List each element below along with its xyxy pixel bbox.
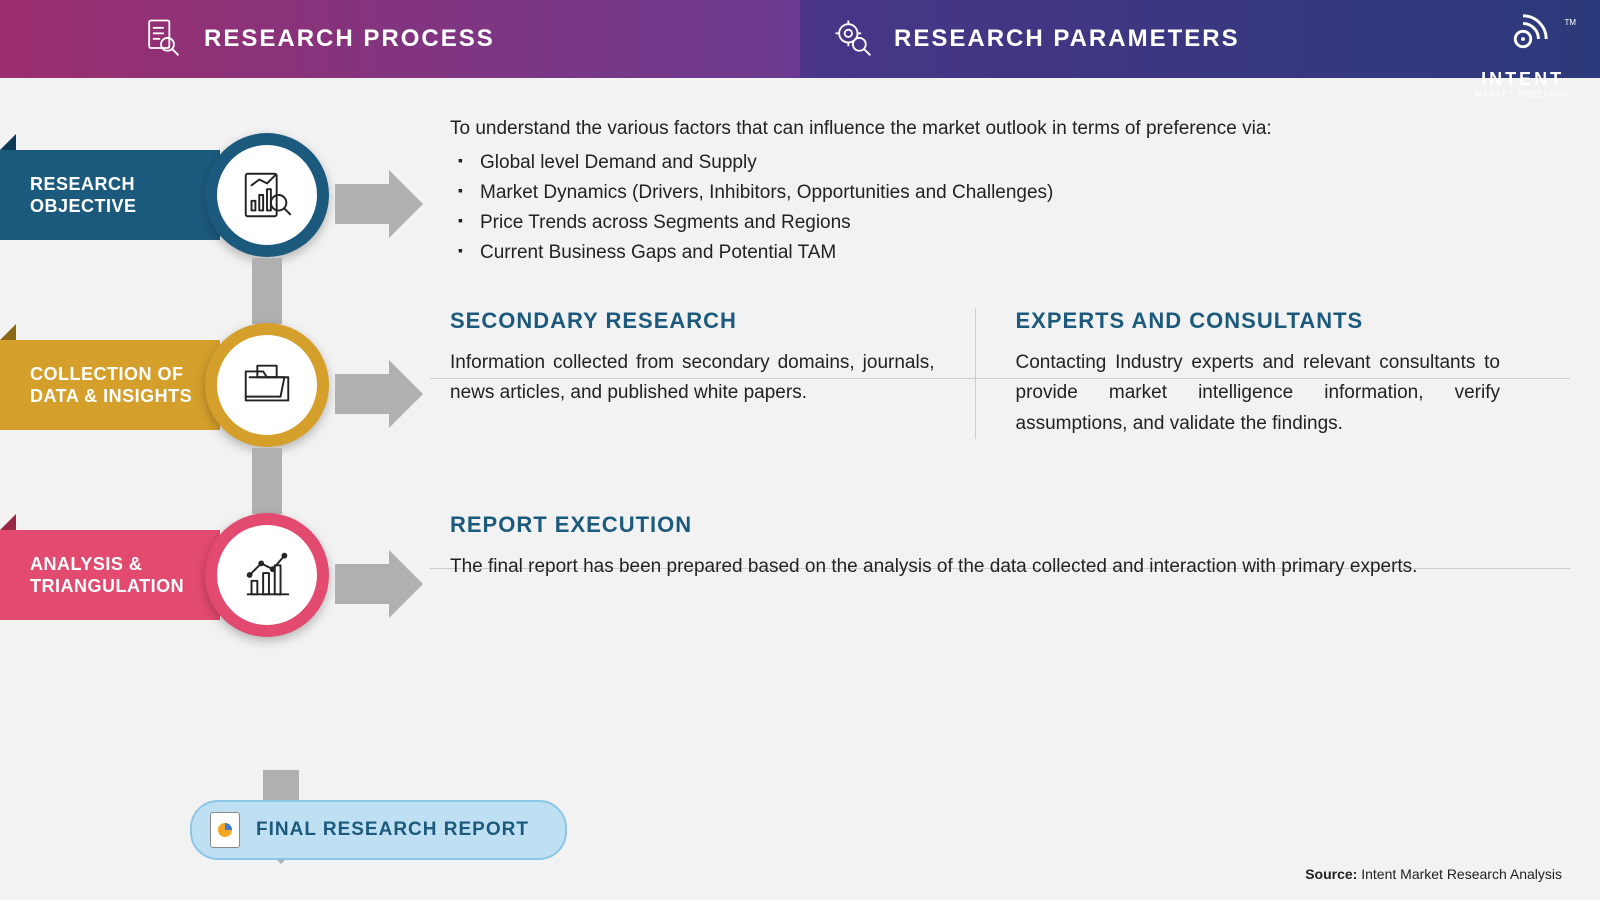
- step-row-2: COLLECTION OF DATA & INSIGHTS SECONDARY …: [0, 298, 1600, 488]
- step1-circle: [205, 133, 329, 257]
- flag-fold-icon: [0, 514, 16, 530]
- list-item: Global level Demand and Supply: [480, 152, 1540, 174]
- step-row-3: ANALYSIS & TRIANGULATION REPORT EXECUTIO…: [0, 488, 1600, 698]
- col2-title: EXPERTS AND CONSULTANTS: [1016, 308, 1501, 334]
- step-row-1: RESEARCH OBJECTIVE To understand the var…: [0, 108, 1600, 298]
- flag-fold-icon: [0, 134, 16, 150]
- gear-search-icon: [830, 15, 874, 64]
- col1-title: SECONDARY RESEARCH: [450, 308, 935, 334]
- step1-label: RESEARCH OBJECTIVE: [30, 173, 220, 218]
- step3-circle: [205, 513, 329, 637]
- final-report-label: FINAL RESEARCH REPORT: [256, 819, 529, 841]
- folder-icon: [217, 335, 317, 435]
- flag-fold-icon: [0, 324, 16, 340]
- step3-label: ANALYSIS & TRIANGULATION: [30, 553, 220, 598]
- step1-content: To understand the various factors that c…: [450, 118, 1540, 272]
- header-left: RESEARCH PROCESS: [0, 0, 800, 78]
- step3-body: The final report has been prepared based…: [450, 552, 1540, 582]
- arrow-right-icon: [335, 550, 423, 618]
- col-experts: EXPERTS AND CONSULTANTS Contacting Indus…: [975, 308, 1541, 439]
- source-citation: Source: Intent Market Research Analysis: [1305, 866, 1562, 882]
- source-label: Source:: [1305, 866, 1357, 882]
- col-secondary: SECONDARY RESEARCH Information collected…: [450, 308, 975, 439]
- col2-body: Contacting Industry experts and relevant…: [1016, 348, 1501, 439]
- chart-icon: [217, 525, 317, 625]
- step3-content: REPORT EXECUTION The final report has be…: [450, 512, 1540, 582]
- list-item: Market Dynamics (Drivers, Inhibitors, Op…: [480, 182, 1540, 204]
- step1-bullets: Global level Demand and Supply Market Dy…: [450, 152, 1540, 264]
- trademark-symbol: TM: [1564, 18, 1576, 27]
- list-item: Current Business Gaps and Potential TAM: [480, 242, 1540, 264]
- header-right: RESEARCH PARAMETERS INTENT MARKET RESEAR…: [800, 0, 1600, 78]
- header-title-right: RESEARCH PARAMETERS: [894, 25, 1240, 53]
- list-item: Price Trends across Segments and Regions: [480, 212, 1540, 234]
- step2-label: COLLECTION OF DATA & INSIGHTS: [30, 363, 220, 408]
- step3-title: REPORT EXECUTION: [450, 512, 1540, 538]
- step2-circle: [205, 323, 329, 447]
- arrow-right-icon: [335, 360, 423, 428]
- header-bar: RESEARCH PROCESS RESEARCH PARAMETERS INT…: [0, 0, 1600, 78]
- step2-content: SECONDARY RESEARCH Information collected…: [450, 308, 1540, 439]
- header-title-left: RESEARCH PROCESS: [204, 25, 495, 53]
- arrow-right-icon: [335, 170, 423, 238]
- source-value: Intent Market Research Analysis: [1357, 866, 1562, 882]
- col1-body: Information collected from secondary dom…: [450, 348, 935, 409]
- final-report-pill: FINAL RESEARCH REPORT: [190, 800, 567, 860]
- analysis-doc-icon: [217, 145, 317, 245]
- step1-flag: RESEARCH OBJECTIVE: [0, 150, 220, 240]
- step3-flag: ANALYSIS & TRIANGULATION: [0, 530, 220, 620]
- report-file-icon: [210, 812, 240, 848]
- document-search-icon: [140, 15, 184, 64]
- step2-flag: COLLECTION OF DATA & INSIGHTS: [0, 340, 220, 430]
- step1-intro: To understand the various factors that c…: [450, 118, 1540, 140]
- main-content: RESEARCH OBJECTIVE To understand the var…: [0, 78, 1600, 698]
